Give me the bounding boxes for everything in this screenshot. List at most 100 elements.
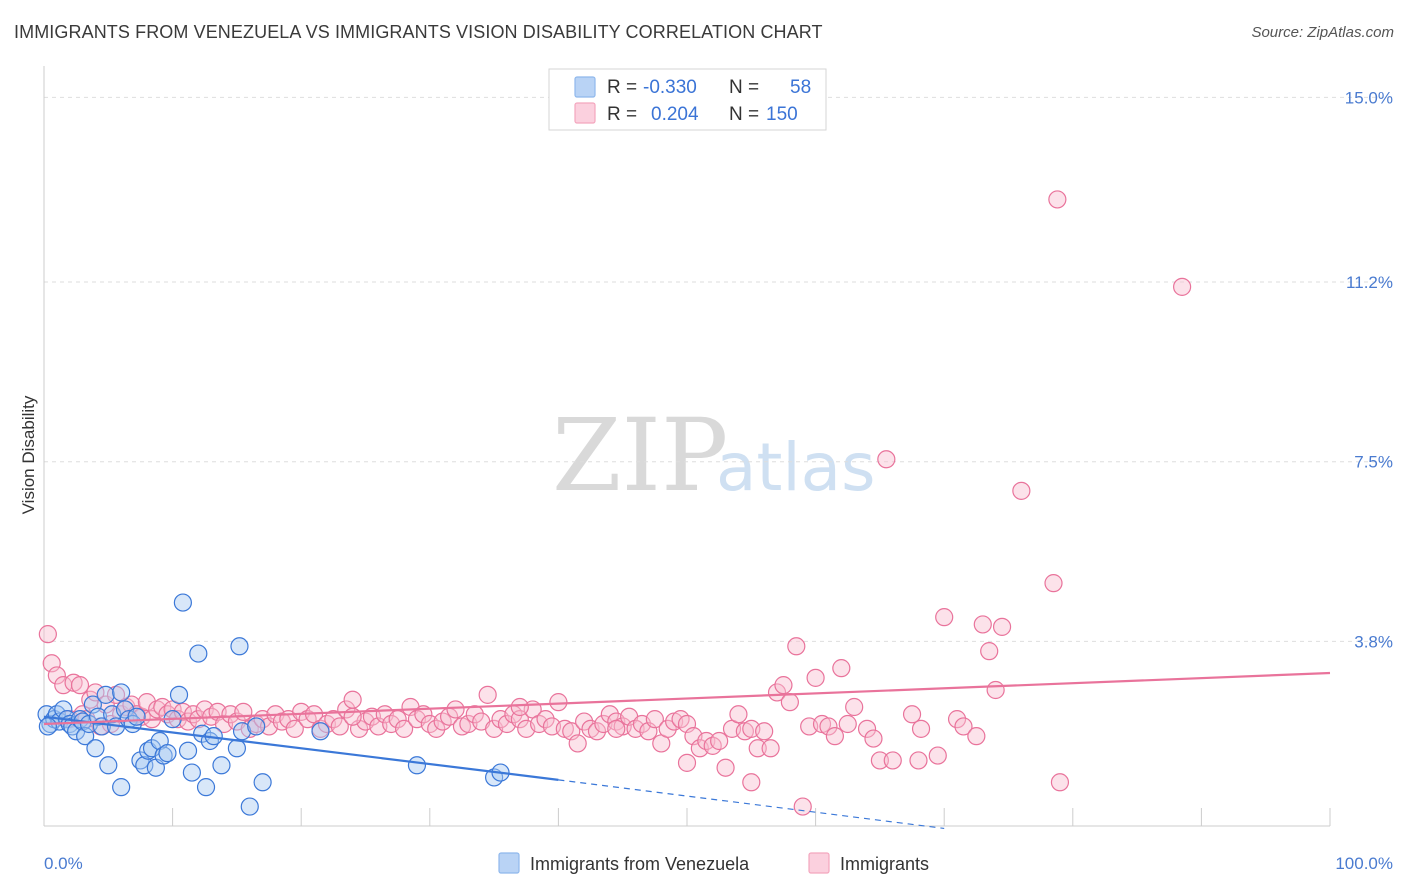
immigrants-point-84: [536, 710, 555, 729]
watermark: ZIP atlas: [552, 397, 876, 514]
venezuela-point-45: [212, 756, 231, 775]
immigrants-point-6: [70, 676, 90, 695]
immigrants-point-114: [729, 705, 748, 724]
immigrants-point-139: [909, 751, 928, 770]
immigrants-point-143: [954, 717, 973, 736]
immigrants-point-121: [774, 676, 793, 695]
x-tick-label-max: 100.0%: [1335, 854, 1393, 873]
legend-r-value-1: -0.330: [643, 77, 697, 98]
immigrants-point-133: [857, 719, 877, 738]
immigrants-point-150: [1044, 574, 1063, 593]
legend-r-label-2: R =: [607, 104, 637, 125]
immigrants-point-138: [902, 705, 922, 724]
venezuela-point-47: [230, 637, 249, 656]
immigrants-point-132: [845, 697, 864, 717]
immigrants-point-89: [568, 734, 587, 753]
venezuela-point-28: [135, 756, 154, 775]
legend-n-label-1: N =: [729, 77, 759, 98]
immigrants-point-101: [645, 710, 664, 729]
immigrants-point-112: [716, 758, 735, 777]
venezuela-point-41: [193, 724, 212, 743]
venezuela-point-40: [189, 644, 208, 663]
immigrants-point-86: [549, 693, 568, 712]
watermark-atlas: atlas: [716, 429, 876, 506]
venezuela-point-38: [178, 741, 198, 760]
immigrants-point-67: [427, 719, 446, 738]
immigrants-point-124: [793, 797, 812, 816]
bottom-legend-swatch-venezuela: [498, 852, 520, 874]
immigrants-trend-line: [43, 671, 1331, 726]
immigrants-point-128: [819, 717, 838, 736]
venezuela-point-57: [112, 778, 131, 797]
immigrants-point-142: [947, 710, 967, 729]
y-tick-label-2: 11.2%: [1346, 273, 1393, 292]
immigrants-point-140: [928, 746, 947, 765]
immigrants-point-51: [324, 710, 343, 729]
immigrants-point-129: [825, 727, 844, 746]
immigrants-point-62: [394, 719, 414, 738]
immigrants-point-144: [967, 727, 986, 746]
immigrants-point-118: [755, 722, 774, 741]
bottom-legend-label-immigrants: Immigrants: [840, 854, 929, 874]
immigrants-point-123: [787, 637, 806, 656]
immigrants-point-130: [832, 659, 851, 678]
bottom-legend-swatch-immigrants: [808, 852, 830, 874]
venezuela-point-50: [247, 717, 266, 736]
venezuela-trend-extension: [558, 779, 945, 830]
legend-r-value-2: 0.204: [651, 104, 699, 125]
immigrants-point-117: [748, 739, 767, 758]
trend-lines: [43, 671, 1331, 830]
immigrants-point-126: [806, 668, 825, 687]
immigrants-point-154: [911, 719, 931, 738]
immigrants-point-45: [285, 719, 304, 738]
venezuela-point-19: [99, 756, 118, 775]
immigrants-point-122: [780, 693, 799, 712]
immigrants-point-73: [465, 705, 484, 724]
immigrants-point-146: [980, 642, 999, 661]
immigrants-point-2: [47, 666, 66, 685]
immigrants-point-156: [677, 753, 697, 772]
immigrants-point-37: [234, 702, 253, 721]
y-tick-label-1: 7.5%: [1354, 453, 1393, 472]
immigrants-point-148: [992, 617, 1012, 636]
y-axis-label: Vision Disability: [19, 395, 38, 514]
venezuela-point-56: [38, 717, 57, 736]
grid-lines: [44, 96, 1394, 642]
legend-n-value-2: 150: [766, 104, 798, 125]
venezuela-point-53: [407, 756, 427, 775]
venezuela-point-26: [127, 707, 146, 726]
venezuela-point-18: [96, 685, 115, 704]
correlation-legend: R = -0.330 N = 58 R = 0.204 N = 150: [548, 68, 827, 131]
immigrants-point-136: [877, 450, 896, 469]
legend-r-label-1: R =: [607, 77, 637, 98]
immigrants-point-158: [510, 697, 529, 717]
venezuela-point-22: [112, 683, 131, 702]
immigrants-point-153: [1173, 277, 1192, 296]
venezuela-point-37: [173, 593, 192, 612]
legend-swatch-venezuela: [574, 76, 596, 98]
immigrants-point-53: [337, 700, 356, 719]
source-label: Source: ZipAtlas.com: [1251, 24, 1394, 41]
bottom-legend-label-venezuela: Immigrants from Venezuela: [530, 854, 750, 874]
immigrants-point-135: [870, 751, 890, 770]
immigrants-point-151: [1048, 190, 1067, 209]
immigrants-point-152: [1050, 773, 1070, 792]
series-legend: Immigrants from Venezuela Immigrants: [498, 852, 929, 874]
immigrants-point-103: [658, 719, 677, 738]
venezuela-point-39: [182, 763, 201, 782]
venezuela-point-48: [232, 722, 252, 741]
immigrants-point-92: [587, 722, 607, 741]
immigrants-point-134: [864, 729, 883, 748]
y-tick-label-3: 15.0%: [1345, 88, 1393, 107]
venezuela-point-34: [158, 744, 177, 763]
immigrants-point-75: [478, 685, 497, 704]
chart-title: IMMIGRANTS FROM VENEZUELA VS IMMIGRANTS …: [14, 22, 823, 42]
x-tick-label-min: 0.0%: [44, 854, 83, 873]
immigrants-point-52: [330, 717, 349, 736]
venezuela-point-42: [196, 778, 216, 797]
venezuela-point-51: [253, 773, 272, 792]
immigrants-point-90: [575, 712, 594, 731]
immigrants-point-131: [838, 714, 857, 734]
venezuela-point-36: [169, 685, 189, 704]
